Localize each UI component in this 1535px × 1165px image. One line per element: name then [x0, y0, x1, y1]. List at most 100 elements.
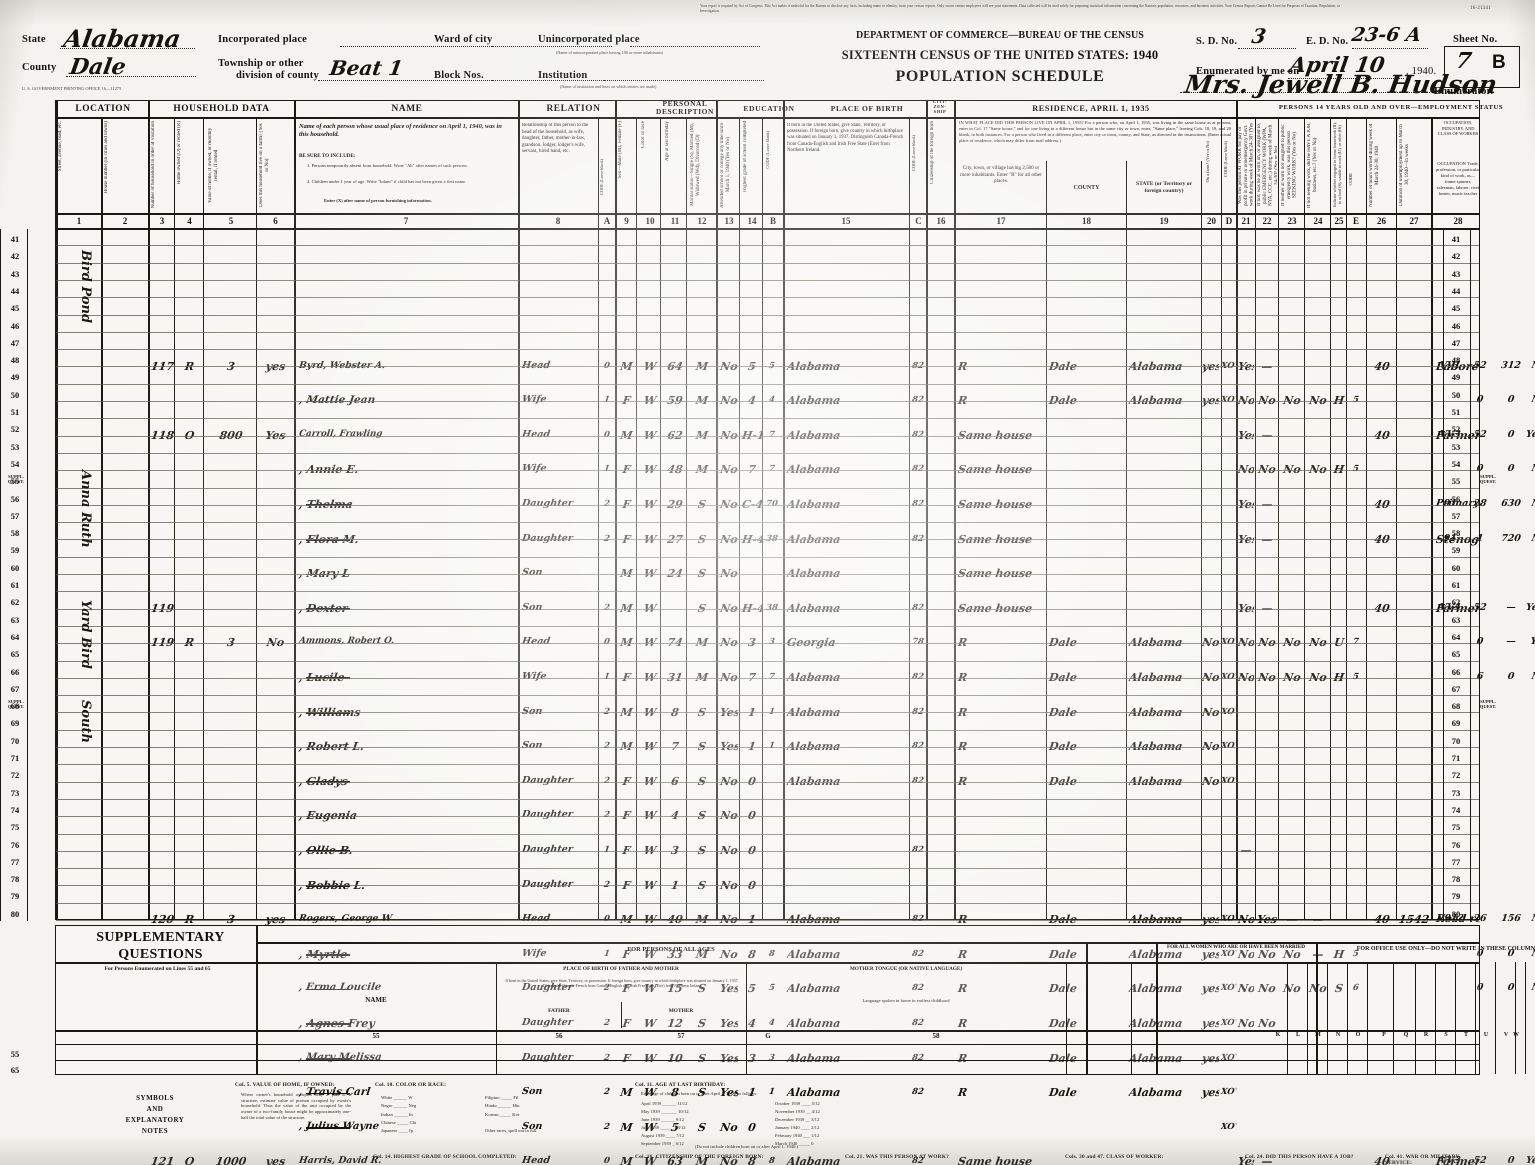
v-rel-end	[615, 101, 617, 919]
cell-c33[interactable]: 0	[1506, 670, 1516, 682]
hdr-cD: CODE (Leave blank)	[1224, 141, 1228, 177]
cell-c34[interactable]: No	[1530, 982, 1535, 994]
block-rule[interactable]	[492, 80, 612, 81]
cell-c33[interactable]: 156	[1500, 913, 1522, 925]
cell-c33[interactable]: 0	[1506, 428, 1516, 440]
colnum-8: 8	[555, 216, 561, 226]
ditto-dash	[306, 1023, 350, 1025]
group-education: EDUCATION	[743, 104, 795, 113]
cell-c34[interactable]: Yes	[1529, 636, 1535, 648]
hdr-c23: If neither at work nor assigned to publi…	[1281, 124, 1298, 206]
table-row[interactable]: , Erma LoucileDaughter2FW15SYes55Alabama…	[56, 540, 1535, 995]
explanatory-notes: SYMBOLS AND EXPLANATORY NOTES Col. 5. VA…	[55, 1078, 1480, 1165]
cell-c34[interactable]: Yes 66	[1525, 601, 1535, 613]
cell-c34[interactable]: No	[1530, 532, 1535, 544]
cell-c34[interactable]: No	[1530, 497, 1535, 509]
row-separator	[56, 695, 1479, 697]
row-separator	[56, 366, 1479, 368]
table-row[interactable]: , Agnes Frey Daughter 2 F W 12 S Yes 4 4 Alabama 82…	[56, 558, 1479, 1030]
colnum-24: 24	[1313, 216, 1323, 226]
hdr-c3: Number of household in order of visitati…	[151, 121, 156, 209]
cell-c34[interactable]: No	[1530, 670, 1535, 682]
cell-c34[interactable]: No	[1530, 394, 1535, 406]
grid-hline-groups	[56, 117, 1479, 119]
cell-c33[interactable]: 720	[1500, 532, 1522, 544]
line-number: 54	[1451, 458, 1461, 469]
cell-c33[interactable]: 312	[1500, 359, 1522, 371]
cell-c34[interactable]: No	[1530, 359, 1535, 371]
cell-c33[interactable]: 0	[1506, 982, 1516, 994]
cell-c34[interactable]: Yes 67	[1525, 1155, 1535, 1165]
v-c5	[256, 117, 257, 919]
colnum-17: 17	[996, 216, 1006, 226]
unincorporated-rule[interactable]	[630, 46, 760, 47]
block-label: Block Nos.	[434, 70, 484, 81]
supplementary-section: SUPPLEMENTARY QUESTIONS For Persons Enum…	[11, 925, 1535, 1077]
row-separator	[56, 262, 1479, 264]
incorporated-place-rule[interactable]	[340, 46, 520, 47]
margin-note: Yard Bird	[78, 600, 93, 670]
supp-office-use: FOR OFFICE USE ONLY—DO NOT WRITE IN THES…	[1356, 946, 1535, 952]
hdr-c6: Does this household live on a farm? (Yes…	[259, 123, 270, 207]
cell-c34[interactable]: No	[1530, 913, 1535, 925]
v-edge-left	[56, 101, 58, 919]
cell-c34[interactable]: No	[1530, 463, 1535, 475]
ditto-dash	[306, 1127, 350, 1129]
table-row[interactable]: , Travis CarlSon2MW8SYes11Alabama82RDale…	[56, 592, 1479, 1099]
hdr-c1: Street, avenue, road, etc.	[58, 121, 63, 172]
hdr-c28: OCCUPATION Trade, profession, or particu…	[1436, 161, 1480, 196]
line-number: 76	[1451, 839, 1461, 850]
cell-c33[interactable]: 630	[1500, 497, 1522, 509]
supp-table-row[interactable]: Ammons, Ollie B.GeorgiaAlabamaEnglish710…	[56, 1045, 1479, 1061]
line-number: 64	[10, 631, 20, 642]
group-relation: RELATION	[546, 104, 601, 114]
line-number: 66	[1451, 666, 1461, 677]
colnum-16: 16	[936, 216, 946, 226]
enumerated-year: , 1940.	[1406, 66, 1437, 77]
ward-rule[interactable]	[492, 46, 612, 47]
hdr-c20: On a farm? (Yes or No)	[1205, 141, 1210, 183]
line-number: 65	[1451, 649, 1461, 660]
county-value[interactable]: Dale	[67, 54, 128, 80]
sd-value[interactable]: 3	[1250, 24, 1268, 48]
supp-table-row[interactable]: Charles, MyrtleAlabamaAlabamaEnglishHous…	[56, 1061, 1479, 1077]
notes-title-4: NOTES	[141, 1127, 169, 1135]
cell-c33[interactable]: 0	[1506, 1155, 1516, 1165]
institution-rule[interactable]	[604, 80, 764, 81]
table-row[interactable]: , Mary MelissaDaughter2FW10SYes33Alabama…	[56, 575, 1479, 1065]
hdr-c25: Indicate whether engaged in home housewo…	[1333, 122, 1342, 208]
row-separator	[56, 798, 1479, 800]
line-number: 59	[10, 545, 20, 556]
suppl-quest-marker: SUPPL. QUEST.	[1479, 474, 1497, 485]
line-number: 62	[10, 597, 20, 608]
grid-hline-subhdr	[56, 213, 1479, 215]
cell-c33[interactable]: —	[1505, 601, 1517, 613]
cell-c33[interactable]: 0	[1506, 463, 1516, 475]
supp-colnum-57: 57	[677, 1032, 685, 1040]
hdr-c7-title: Name of each person whose usual place of…	[299, 123, 502, 139]
cell-c33[interactable]: —	[1505, 636, 1517, 648]
census-title: SIXTEENTH CENSUS OF THE UNITED STATES: 1…	[841, 48, 1159, 62]
township-value[interactable]: Beat 1	[328, 56, 405, 80]
supp-office-vline	[1415, 962, 1416, 1074]
line-number: 80	[10, 908, 20, 919]
line-number: 68	[1451, 701, 1461, 712]
note-col11-note: Enter age of children born on or after A…	[641, 1091, 758, 1096]
line-number: 74	[10, 804, 20, 815]
supp-hline-2	[56, 962, 1479, 964]
table-row[interactable]: , MyrtleWife1FW33MNo88Alabama82RDaleAlab…	[56, 523, 1535, 961]
state-value[interactable]: Alabama	[61, 24, 183, 53]
cell-c33[interactable]: 0	[1506, 394, 1516, 406]
ed-value[interactable]: 23-6 A	[1350, 24, 1423, 46]
note-col11-list2: October 1939 ____ 5/12 November 1939 __ 4…	[775, 1101, 820, 1147]
supp-name-col: NAME	[365, 996, 387, 1004]
state-label: State	[22, 34, 46, 45]
v-hh-end	[294, 101, 296, 919]
line-number: 57	[10, 510, 20, 521]
hdr-c7-sub1: BE SURE TO INCLUDE:	[299, 153, 356, 159]
note-col11-footer: (Do not include children born on or afte…	[695, 1144, 799, 1149]
cell-c34[interactable]: Yes 65	[1525, 428, 1535, 440]
supp-office-colnum-M: M	[1315, 1032, 1321, 1038]
suppl-quest-marker: SUPPL. QUEST.	[7, 699, 25, 710]
